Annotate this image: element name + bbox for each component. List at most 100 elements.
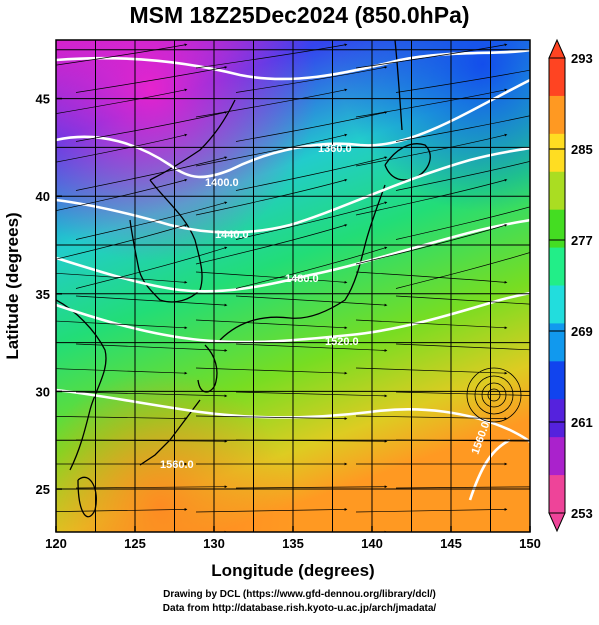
streamline: [355, 271, 508, 284]
streamline: [75, 201, 228, 240]
y-tick-label: 40: [36, 189, 50, 204]
height-contours: [56, 48, 530, 501]
colorbar-segment: [549, 437, 565, 476]
streamline: [75, 111, 228, 142]
credits: Drawing by DCL (https://www.gfd-dennou.o…: [0, 588, 599, 616]
streamline: [355, 319, 508, 330]
streamline: [56, 224, 188, 260]
streamline: [195, 224, 348, 265]
streamline: [75, 343, 228, 352]
coastline-sakhalin: [394, 40, 403, 131]
coastline-kyushu: [197, 344, 218, 393]
x-tick-label: 135: [282, 536, 304, 551]
coastline-taiwan: [77, 476, 97, 518]
credit-drawing: Drawing by DCL (https://www.gfd-dennou.o…: [163, 589, 436, 600]
streamline: [395, 69, 530, 93]
colorbar-segment: [549, 285, 565, 324]
streamline: [395, 252, 530, 289]
colorbar-tick-label: 285: [571, 142, 593, 157]
x-tick-label: 130: [203, 536, 225, 551]
streamline: [56, 133, 188, 163]
chart-title: MSM 18Z25Dec2024 (850.0hPa): [129, 2, 470, 28]
streamline: [355, 43, 508, 69]
colorbar-tick-label: 269: [571, 324, 593, 339]
streamline: [195, 271, 348, 284]
credit-data: Data from http://database.rish.kyoto-u.a…: [162, 603, 437, 614]
streamline: [75, 295, 228, 307]
colorbar-tick-label: 261: [571, 415, 593, 430]
streamline: [195, 178, 348, 216]
x-axis-ticks: 120 125 130 135 140 145 150: [45, 526, 541, 551]
y-tick-label: 35: [36, 287, 50, 302]
streamline: [195, 415, 348, 420]
streamline: [355, 508, 508, 513]
streamline: [195, 88, 348, 118]
streamline: [195, 133, 348, 167]
colorbar-segment: [549, 58, 565, 97]
streamline: [355, 133, 508, 167]
streamline: [75, 156, 228, 191]
contour-line: [56, 218, 530, 293]
coastline-china: [56, 299, 107, 471]
streamline: [56, 320, 188, 330]
streamline: [75, 66, 228, 93]
x-tick-label: 140: [361, 536, 383, 551]
streamline: [355, 415, 508, 420]
streamline: [395, 160, 530, 191]
colorbar-segment: [549, 475, 565, 514]
colorbar-tick-label: 277: [571, 233, 593, 248]
y-tick-label: 30: [36, 384, 50, 399]
streamline: [56, 272, 188, 284]
contour-label: 1400.0: [205, 177, 239, 189]
contour-line: [56, 48, 530, 81]
streamline: [56, 178, 188, 212]
x-tick-label: 145: [440, 536, 462, 551]
streamline: [355, 178, 508, 216]
contour-label: 1560.0: [160, 459, 194, 471]
contour-line: [56, 146, 530, 234]
contour-labels: 1360.0 1400.0 1440.0 1480.0 1520.0 1560.…: [160, 143, 492, 471]
colorbar-segment: [549, 95, 565, 135]
contour-label: 1480.0: [285, 273, 319, 285]
colorbar-min-arrow: [548, 512, 566, 533]
colorbar: 293 285 277 269 261 253: [548, 38, 593, 533]
x-tick-label: 125: [124, 536, 146, 551]
streamline: [56, 43, 188, 66]
coastline-honshu: [219, 184, 386, 341]
colorbar-segment: [549, 171, 565, 211]
y-tick-label: 25: [36, 482, 50, 497]
y-axis-label: Latitude (degrees): [3, 212, 22, 359]
x-tick-label: 150: [519, 536, 541, 551]
colorbar-segments: [549, 58, 565, 514]
colorbar-segment: [549, 133, 565, 173]
y-tick-label: 45: [36, 92, 50, 107]
contour-label: 1520.0: [325, 336, 359, 348]
colorbar-segment: [549, 247, 565, 286]
streamline: [355, 224, 508, 265]
colorbar-ticks: 293 285 277 269 261 253: [549, 51, 593, 521]
streamline: [75, 485, 228, 489]
contour-line: [56, 78, 530, 179]
streamline: [195, 508, 348, 513]
contour-label: 1360.0: [318, 143, 352, 155]
streamline: [355, 367, 508, 375]
streamline: [195, 367, 348, 375]
x-tick-label: 120: [45, 536, 67, 551]
contour-line: [468, 438, 511, 501]
y-axis-ticks: 25 30 35 40 45: [36, 92, 62, 497]
contour-label: 1440.0: [215, 229, 249, 241]
colorbar-segment: [549, 399, 565, 438]
x-axis-label: Longitude (degrees): [211, 561, 374, 580]
streamline: [195, 319, 348, 330]
colorbar-tick-label: 253: [571, 506, 593, 521]
plot-area: 1360.0 1400.0 1440.0 1480.0 1520.0 1560.…: [56, 40, 530, 532]
colorbar-max-arrow: [548, 38, 566, 59]
colorbar-segment: [549, 323, 565, 362]
streamline: [395, 206, 530, 240]
streamline: [75, 391, 228, 398]
streamline: [56, 415, 188, 420]
colorbar-tick-label: 293: [571, 51, 593, 66]
streamline: [395, 343, 530, 351]
streamline: [395, 486, 530, 489]
